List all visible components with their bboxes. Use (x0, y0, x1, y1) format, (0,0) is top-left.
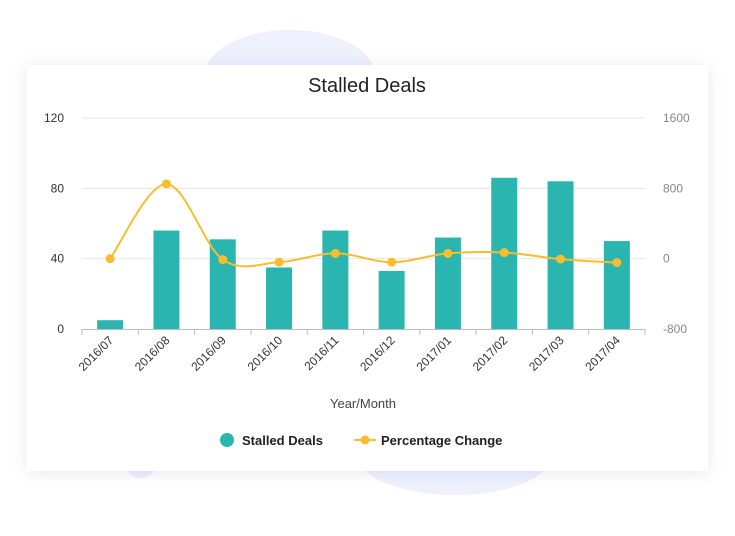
y-right-tick-label: 0 (663, 252, 670, 266)
line-point[interactable] (612, 258, 622, 268)
y-right-tick-label: 800 (663, 181, 683, 195)
line-point[interactable] (274, 257, 284, 267)
x-tick-label: 2016/08 (132, 333, 173, 374)
percentage-change-line (109, 182, 617, 268)
x-tick-label: 2017/04 (582, 333, 623, 374)
legend-label-stalled-deals[interactable]: Stalled Deals (242, 433, 323, 448)
bar[interactable] (153, 230, 180, 329)
y-right-tick-label: 1600 (663, 111, 690, 125)
bar[interactable] (378, 270, 405, 329)
legend-marker-percentage-change[interactable] (360, 435, 370, 445)
x-tick-label: 2016/07 (76, 333, 117, 374)
legend-marker-stalled-deals[interactable] (220, 433, 234, 447)
bar[interactable] (603, 241, 630, 329)
y-right-tick-label: -800 (663, 322, 687, 336)
bar[interactable] (209, 239, 236, 329)
bar[interactable] (97, 320, 124, 329)
x-axis-title: Year/Month (330, 396, 396, 411)
line-point[interactable] (218, 255, 228, 265)
y-left-tick-label: 0 (57, 322, 64, 336)
x-tick-label: 2016/09 (188, 333, 229, 374)
line-point[interactable] (161, 179, 171, 189)
x-tick-label: 2017/03 (526, 333, 567, 374)
bar[interactable] (322, 230, 349, 329)
y-left-tick-label: 40 (51, 252, 65, 266)
x-tick-label: 2016/11 (302, 333, 342, 373)
x-tick-label: 2017/01 (413, 333, 454, 374)
y-left-tick-label: 80 (51, 181, 65, 195)
line-point[interactable] (330, 248, 340, 258)
line-point[interactable] (387, 257, 397, 267)
chart-title: Stalled Deals (308, 75, 426, 97)
y-left-tick-label: 120 (44, 111, 64, 125)
bar[interactable] (266, 267, 293, 329)
line-point[interactable] (443, 248, 453, 258)
line-point[interactable] (499, 248, 509, 258)
x-tick-label: 2016/10 (245, 333, 286, 374)
x-tick-label: 2017/02 (470, 333, 511, 374)
x-tick-label: 2016/12 (357, 333, 398, 374)
line-point[interactable] (556, 254, 566, 264)
legend-label-percentage-change[interactable]: Percentage Change (381, 433, 502, 448)
line-point[interactable] (105, 254, 115, 264)
chart-card (27, 65, 708, 471)
